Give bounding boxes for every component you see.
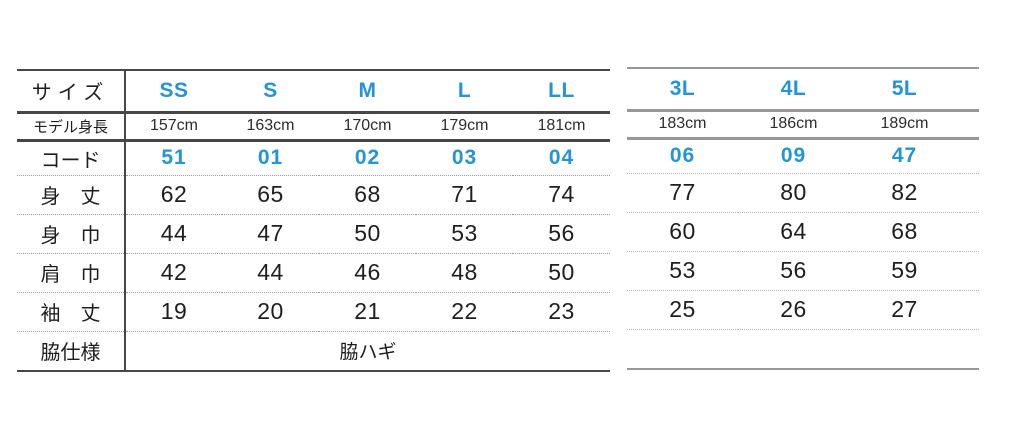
size-header-s: S xyxy=(222,69,319,114)
code-cell: 06 xyxy=(627,138,738,174)
measurement-cell: 25 xyxy=(627,290,738,330)
row-body-length: 77 80 82 xyxy=(627,173,979,213)
measurement-cell: 19 xyxy=(125,292,222,332)
spacer-cell xyxy=(960,251,979,291)
code-cell: 09 xyxy=(738,138,849,174)
measurement-cell: 65 xyxy=(222,175,319,215)
row-model-height: 183cm 186cm 189cm xyxy=(627,110,979,140)
model-height-cell: 157cm xyxy=(125,112,222,142)
model-height-cell: 163cm xyxy=(222,112,319,142)
measurement-cell: 71 xyxy=(416,175,513,215)
measurement-cell: 59 xyxy=(849,251,960,291)
row-label-shoulder-width: 肩 巾 xyxy=(17,253,126,293)
measurement-cell: 77 xyxy=(627,173,738,213)
size-table-right-section: 3L 4L 5L 183cm 186cm 189cm 06 09 47 77 8… xyxy=(627,67,979,370)
measurement-cell: 82 xyxy=(849,173,960,213)
measurement-cell: 20 xyxy=(222,292,319,332)
measurement-cell: 60 xyxy=(627,212,738,252)
model-height-cell: 181cm xyxy=(513,112,610,142)
measurement-cell: 46 xyxy=(319,253,416,293)
measurement-cell: 74 xyxy=(513,175,610,215)
measurement-cell: 47 xyxy=(222,214,319,254)
measurement-cell: 26 xyxy=(738,290,849,330)
spacer-cell xyxy=(960,67,979,112)
measurement-cell: 80 xyxy=(738,173,849,213)
row-size: 3L 4L 5L xyxy=(627,67,979,112)
measurement-cell: 53 xyxy=(627,251,738,291)
size-header-5l: 5L xyxy=(849,67,960,112)
row-body-width: 身 巾 44 47 50 53 56 xyxy=(17,214,610,254)
row-code: 06 09 47 xyxy=(627,138,979,174)
row-label-size: サイズ xyxy=(17,69,126,114)
row-code: コード 51 01 02 03 04 xyxy=(17,140,610,176)
measurement-cell: 56 xyxy=(738,251,849,291)
row-label-body-width: 身 巾 xyxy=(17,214,126,254)
row-shoulder-width: 53 56 59 xyxy=(627,251,979,291)
measurement-cell: 50 xyxy=(513,253,610,293)
measurement-cell: 44 xyxy=(125,214,222,254)
row-body-length: 身 丈 62 65 68 71 74 xyxy=(17,175,610,215)
row-label-side-spec: 脇仕様 xyxy=(17,331,126,372)
measurement-cell: 56 xyxy=(513,214,610,254)
side-spec-value-cell: 脇ハギ xyxy=(125,331,610,372)
code-cell: 01 xyxy=(222,140,319,176)
model-height-cell: 179cm xyxy=(416,112,513,142)
size-header-ll: LL xyxy=(513,69,610,114)
model-height-cell: 183cm xyxy=(627,110,738,140)
measurement-cell: 21 xyxy=(319,292,416,332)
measurement-cell: 48 xyxy=(416,253,513,293)
size-table-left-section: サイズ SS S M L LL モデル身長 157cm 163cm 170cm … xyxy=(17,69,610,372)
measurement-cell: 44 xyxy=(222,253,319,293)
measurement-cell: 50 xyxy=(319,214,416,254)
row-model-height: モデル身長 157cm 163cm 170cm 179cm 181cm xyxy=(17,112,610,142)
spacer-cell xyxy=(960,173,979,213)
row-size: サイズ SS S M L LL xyxy=(17,69,610,114)
row-side-spec xyxy=(627,329,979,370)
row-body-width: 60 64 68 xyxy=(627,212,979,252)
measurement-cell: 68 xyxy=(319,175,416,215)
size-header-l: L xyxy=(416,69,513,114)
row-sleeve-length: 25 26 27 xyxy=(627,290,979,330)
spacer-cell xyxy=(960,290,979,330)
code-cell: 03 xyxy=(416,140,513,176)
row-side-spec: 脇仕様 脇ハギ xyxy=(17,331,610,372)
row-label-code: コード xyxy=(17,140,126,176)
model-height-cell: 189cm xyxy=(849,110,960,140)
code-cell: 02 xyxy=(319,140,416,176)
size-header-ss: SS xyxy=(125,69,222,114)
row-label-body-length: 身 丈 xyxy=(17,175,126,215)
code-cell: 47 xyxy=(849,138,960,174)
spacer-cell xyxy=(960,212,979,252)
spacer-cell xyxy=(960,110,979,140)
empty-cell xyxy=(627,329,979,370)
row-sleeve-length: 袖 丈 19 20 21 22 23 xyxy=(17,292,610,332)
code-cell: 04 xyxy=(513,140,610,176)
size-header-m: M xyxy=(319,69,416,114)
measurement-cell: 23 xyxy=(513,292,610,332)
row-label-sleeve-length: 袖 丈 xyxy=(17,292,126,332)
row-shoulder-width: 肩 巾 42 44 46 48 50 xyxy=(17,253,610,293)
measurement-cell: 62 xyxy=(125,175,222,215)
measurement-cell: 68 xyxy=(849,212,960,252)
measurement-cell: 42 xyxy=(125,253,222,293)
model-height-cell: 186cm xyxy=(738,110,849,140)
row-label-model-height: モデル身長 xyxy=(17,112,126,142)
measurement-cell: 64 xyxy=(738,212,849,252)
size-header-4l: 4L xyxy=(738,67,849,112)
measurement-cell: 27 xyxy=(849,290,960,330)
measurement-cell: 53 xyxy=(416,214,513,254)
model-height-cell: 170cm xyxy=(319,112,416,142)
spacer-cell xyxy=(960,138,979,174)
size-header-3l: 3L xyxy=(627,67,738,112)
code-cell: 51 xyxy=(125,140,222,176)
measurement-cell: 22 xyxy=(416,292,513,332)
